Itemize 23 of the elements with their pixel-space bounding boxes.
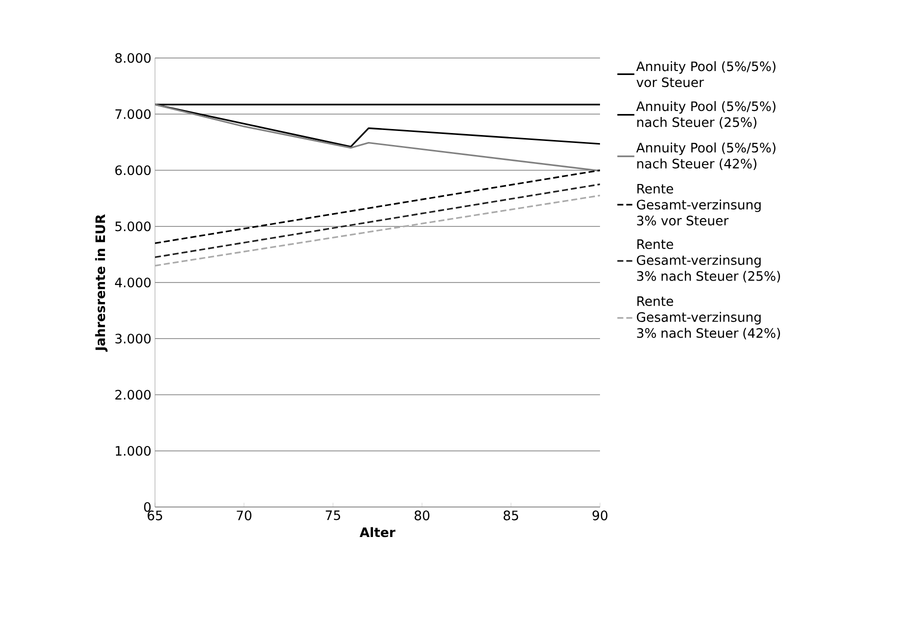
y-tick-label: 6.000 bbox=[115, 165, 151, 176]
x-tick-label: 90 bbox=[592, 510, 608, 520]
y-axis-title: Jahresrente in EUR bbox=[95, 214, 108, 352]
y-tick-label: 2.000 bbox=[115, 390, 151, 400]
x-tick-label: 80 bbox=[414, 510, 430, 520]
legend-label: Annuity Pool (5%/5%) vor Steuer bbox=[636, 61, 776, 88]
x-tick-label: 85 bbox=[504, 510, 518, 520]
legend-label: Annuity Pool (5%/5%) nach Steuer (42%) bbox=[636, 142, 776, 170]
y-tick-label: 0 bbox=[144, 502, 151, 512]
y-tick-label: 8.000 bbox=[115, 53, 151, 63]
y-tick-label: 3.000 bbox=[115, 334, 151, 344]
y-tick-label: 1.000 bbox=[116, 446, 151, 456]
legend-label: Annuity Pool (5%/5%) nach Steuer (25%) bbox=[636, 101, 776, 129]
y-tick-label: 7.000 bbox=[115, 109, 151, 120]
x-axis-title: Alter bbox=[360, 527, 396, 538]
legend-label: Rente Gesamt-verzinsung 3% nach Steuer (25%) bbox=[636, 239, 780, 282]
x-tick-label: 65 bbox=[148, 510, 162, 520]
legend-label: Rente Gesamt-verzinsung 3% vor Steuer bbox=[636, 184, 761, 226]
x-tick-label: 70 bbox=[236, 510, 252, 520]
y-tick-label: 5.000 bbox=[115, 221, 151, 232]
legend-label: Rente Gesamt-verzinsung 3% nach Steuer (42%) bbox=[636, 296, 780, 340]
x-tick-label: 75 bbox=[326, 510, 340, 520]
y-tick-label: 4.000 bbox=[115, 278, 151, 288]
